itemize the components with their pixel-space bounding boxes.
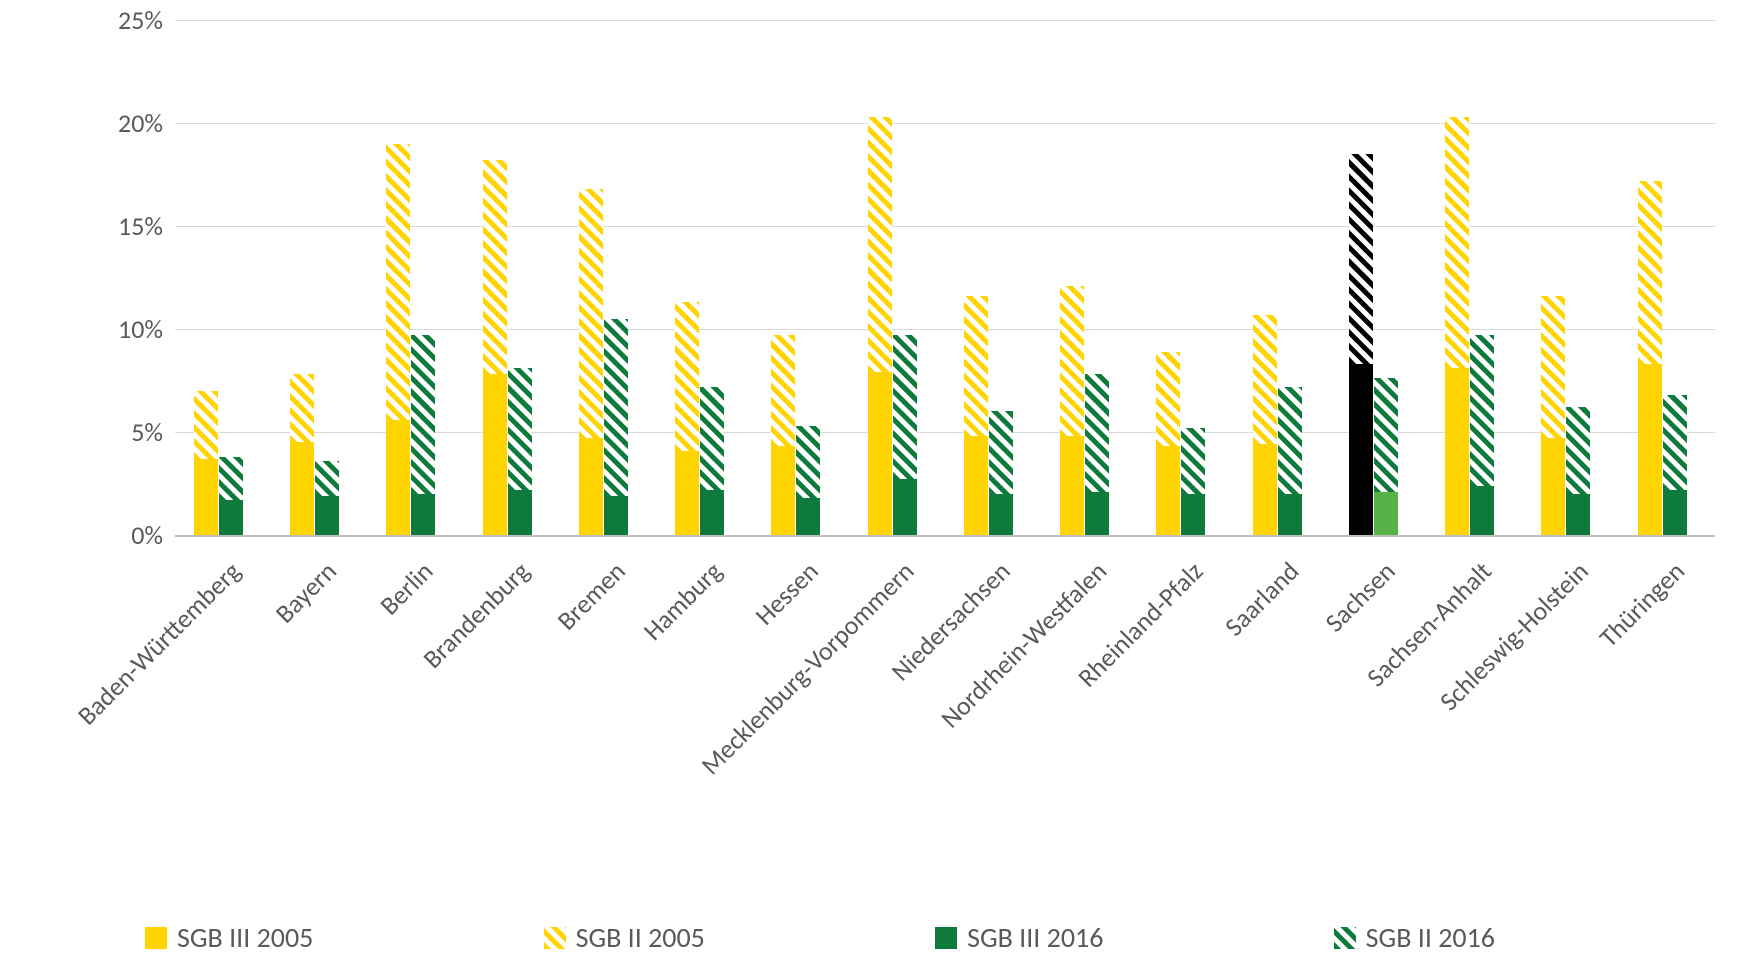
bar-sgb3-2005	[1060, 436, 1084, 535]
bar-sgb3-2016	[315, 496, 339, 535]
bar-sgb2-2016	[1470, 335, 1494, 485]
bar-sgb2-2005	[579, 189, 603, 438]
bar-sgb3-2005	[1349, 364, 1373, 535]
y-axis-tick-label: 0%	[93, 519, 163, 551]
bar-sgb2-2005	[1541, 296, 1565, 438]
bar-sgb3-2005	[964, 436, 988, 535]
bar-sgb2-2005	[771, 335, 795, 446]
bar-sgb2-2005	[290, 374, 314, 442]
x-axis-category-label: Thüringen	[1592, 555, 1691, 654]
bar-sgb3-2005	[386, 420, 410, 535]
legend-item-sgb3_2016: SGB III 2016	[935, 920, 1103, 955]
bar-sgb3-2005	[1638, 364, 1662, 535]
legend: SGB III 2005 SGB II 2005 SGB III 2016 SGB I…	[145, 920, 1495, 955]
bar-sgb2-2016	[796, 426, 820, 498]
bar-sgb2-2005	[675, 302, 699, 450]
bar-sgb3-2016	[893, 479, 917, 535]
bar-sgb3-2005	[868, 372, 892, 535]
bar-sgb3-2016	[700, 490, 724, 535]
x-axis-category-label: Berlin	[373, 555, 439, 621]
bar-sgb2-2016	[700, 387, 724, 490]
bar-sgb2-2016	[1085, 374, 1109, 491]
x-axis-category-label: Nordrhein-Westfalen	[934, 555, 1113, 734]
legend-label: SGB III 2016	[967, 920, 1103, 955]
bar-sgb3-2005	[1445, 368, 1469, 535]
bar-sgb3-2016	[989, 494, 1013, 535]
x-axis-category-label: Sachsen	[1319, 555, 1402, 638]
y-axis-tick-label: 15%	[93, 210, 163, 242]
bar-sgb2-2005	[483, 160, 507, 374]
legend-label: SGB II 2005	[576, 920, 705, 955]
bar-sgb3-2005	[194, 459, 218, 535]
bar-sgb2-2016	[1278, 387, 1302, 494]
bar-sgb2-2005	[964, 296, 988, 436]
bar-sgb2-2005	[1445, 117, 1469, 368]
legend-item-sgb2_2016: SGB II 2016	[1334, 920, 1495, 955]
sgb-chart: 0% 5% 10% 15% 20% 25% Baden-Württemberg Bayern B…	[0, 0, 1759, 974]
bar-sgb3-2016	[411, 494, 435, 535]
bar-sgb2-2005	[1156, 352, 1180, 447]
plot-area	[175, 20, 1715, 535]
bar-sgb3-2016	[219, 500, 243, 535]
bar-sgb2-2005	[194, 391, 218, 459]
x-axis-category-label: Bayern	[269, 555, 343, 629]
legend-swatch	[145, 927, 167, 949]
bar-sgb2-2016	[1374, 378, 1398, 491]
bar-sgb3-2016	[1085, 492, 1109, 535]
x-axis-category-label: Hamburg	[636, 555, 728, 647]
bar-sgb3-2016	[1663, 490, 1687, 535]
y-axis-tick-label: 20%	[93, 107, 163, 139]
bar-sgb3-2005	[675, 451, 699, 535]
bar-sgb3-2005	[483, 374, 507, 535]
bar-sgb2-2016	[604, 319, 628, 496]
legend-swatch	[935, 927, 957, 949]
legend-swatch	[544, 927, 566, 949]
bar-sgb2-2005	[1349, 154, 1373, 364]
bar-sgb2-2016	[1566, 407, 1590, 494]
bar-sgb2-2005	[386, 144, 410, 420]
bar-sgb3-2005	[579, 438, 603, 535]
bar-sgb2-2016	[315, 461, 339, 496]
bar-sgb3-2016	[1470, 486, 1494, 535]
bar-sgb3-2016	[1566, 494, 1590, 535]
x-axis-category-label: Saarland	[1218, 555, 1305, 642]
bar-sgb3-2005	[290, 442, 314, 535]
bar-sgb3-2016	[1181, 494, 1205, 535]
bar-sgb3-2016	[1278, 494, 1302, 535]
legend-label: SGB III 2005	[177, 920, 313, 955]
legend-swatch	[1334, 927, 1356, 949]
bar-sgb2-2016	[989, 411, 1013, 493]
x-axis-category-label: Bremen	[551, 555, 632, 636]
bar-sgb3-2016	[1374, 492, 1398, 535]
bar-sgb3-2016	[604, 496, 628, 535]
bar-sgb2-2016	[1663, 395, 1687, 490]
legend-item-sgb3_2005: SGB III 2005	[145, 920, 313, 955]
bar-sgb2-2016	[411, 335, 435, 494]
bar-sgb3-2005	[1541, 438, 1565, 535]
bar-sgb2-2005	[868, 117, 892, 372]
y-axis-tick-label: 25%	[93, 4, 163, 36]
legend-label: SGB II 2016	[1366, 920, 1495, 955]
x-axis-category-label: Hessen	[748, 555, 824, 631]
bar-sgb2-2005	[1060, 286, 1084, 436]
bar-sgb2-2016	[508, 368, 532, 490]
bar-sgb2-2005	[1253, 315, 1277, 445]
bar-sgb2-2016	[893, 335, 917, 479]
gridline	[175, 535, 1715, 537]
bar-sgb3-2005	[771, 446, 795, 535]
bar-sgb3-2016	[796, 498, 820, 535]
bar-sgb3-2005	[1253, 444, 1277, 535]
bar-sgb2-2005	[1638, 181, 1662, 364]
bar-sgb2-2016	[219, 457, 243, 500]
gridline	[175, 20, 1715, 21]
bar-sgb2-2016	[1181, 428, 1205, 494]
legend-item-sgb2_2005: SGB II 2005	[544, 920, 705, 955]
x-axis-category-label: Baden-Württemberg	[71, 555, 247, 731]
bar-sgb3-2016	[508, 490, 532, 535]
y-axis-tick-label: 10%	[93, 313, 163, 345]
bar-sgb3-2005	[1156, 446, 1180, 535]
y-axis-tick-label: 5%	[93, 416, 163, 448]
gridline	[175, 123, 1715, 124]
